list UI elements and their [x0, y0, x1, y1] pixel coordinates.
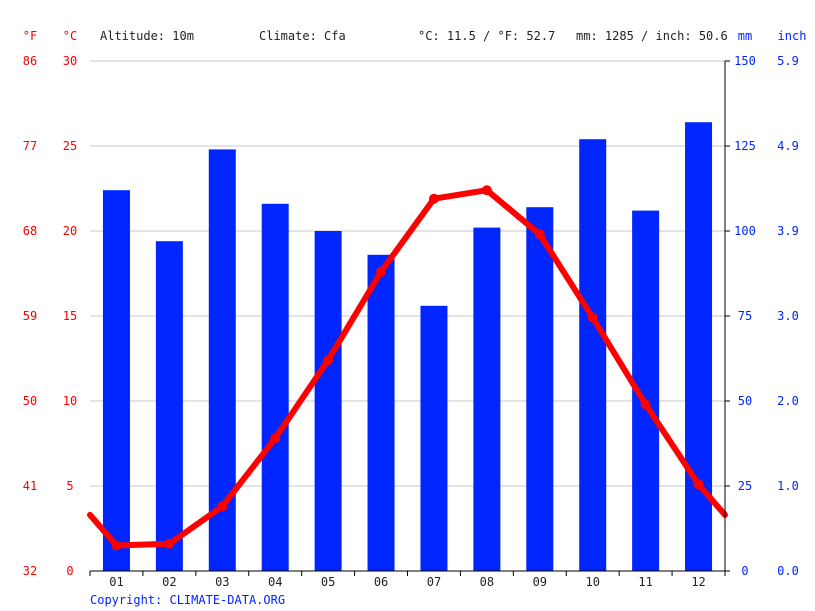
y-tick-label-inch: 2.0 — [777, 394, 799, 408]
grid-lines — [90, 60, 725, 487]
temperature-series-line — [87, 187, 728, 549]
x-tick-label: 11 — [638, 575, 652, 589]
y-tick-label-inch: 1.0 — [777, 479, 799, 493]
x-tick-label: 07 — [427, 575, 441, 589]
y-tick-label-c: 15 — [63, 309, 77, 323]
y-tick-label-inch: 4.9 — [777, 139, 799, 153]
precipitation-bar — [102, 190, 130, 571]
temperature-point — [376, 266, 387, 277]
temperature-point — [323, 355, 334, 366]
temperature-line — [87, 185, 728, 551]
precipitation-bar — [526, 207, 554, 571]
x-tick-label: 10 — [585, 575, 599, 589]
precipitation-bar — [261, 203, 289, 572]
y-tick-label-c: 25 — [63, 139, 77, 153]
precipitation-bar — [314, 231, 342, 571]
unit-c-label: °C — [63, 29, 77, 43]
x-tick-label: 03 — [215, 575, 229, 589]
x-tick-label: 09 — [533, 575, 547, 589]
tick-labels: 32 0 0 0.041 5 25 1.050 10 50 2.059 15 75 3.068 20 100… — [23, 54, 799, 589]
precipitation-bar — [579, 139, 607, 571]
temperature-point — [481, 185, 492, 196]
y-tick-label-f: 59 — [23, 309, 37, 323]
y-tick-label-c: 20 — [63, 224, 77, 238]
unit-f-label: °F — [23, 29, 37, 43]
y-tick-label-mm: 0 — [741, 564, 748, 578]
y-tick-label-f: 50 — [23, 394, 37, 408]
y-tick-label-mm: 50 — [738, 394, 752, 408]
y-tick-label-mm: 150 — [734, 54, 756, 68]
x-tick-label: 04 — [268, 575, 282, 589]
y-tick-label-inch: 3.0 — [777, 309, 799, 323]
y-tick-label-f: 41 — [23, 479, 37, 493]
x-tick-label: 01 — [109, 575, 123, 589]
y-tick-label-mm: 100 — [734, 224, 756, 238]
y-tick-label-c: 5 — [66, 479, 73, 493]
avg-temp-label: °C: 11.5 / °F: 52.7 — [418, 29, 555, 43]
climate-label: Climate: Cfa — [259, 29, 346, 43]
precipitation-bar — [420, 305, 448, 571]
x-tick-label: 08 — [480, 575, 494, 589]
y-tick-label-f: 32 — [23, 564, 37, 578]
x-tick-label: 06 — [374, 575, 388, 589]
y-tick-label-mm: 25 — [738, 479, 752, 493]
precipitation-bars — [102, 122, 713, 572]
y-tick-label-c: 0 — [66, 564, 73, 578]
y-tick-label-mm: 125 — [734, 139, 756, 153]
temperature-point — [164, 538, 175, 549]
precipitation-bar — [685, 122, 713, 571]
y-tick-label-inch: 0.0 — [777, 564, 799, 578]
temperature-point — [270, 433, 281, 444]
temperature-point — [640, 399, 651, 410]
unit-mm-label: mm — [738, 29, 752, 43]
precipitation-bar — [473, 227, 501, 571]
altitude-label: Altitude: 10m — [100, 29, 194, 43]
y-tick-label-f: 86 — [23, 54, 37, 68]
y-tick-label-f: 68 — [23, 224, 37, 238]
temperature-point — [428, 193, 439, 204]
temperature-point — [693, 479, 704, 490]
temperature-point — [111, 540, 122, 551]
y-tick-label-c: 10 — [63, 394, 77, 408]
x-tick-label: 02 — [162, 575, 176, 589]
y-tick-label-inch: 5.9 — [777, 54, 799, 68]
precipitation-bar — [155, 241, 183, 571]
axes — [89, 60, 730, 576]
temperature-point — [217, 501, 228, 512]
temperature-point — [534, 229, 545, 240]
temperature-point — [587, 312, 598, 323]
avg-precip-label: mm: 1285 / inch: 50.6 — [576, 29, 728, 43]
x-tick-label: 12 — [691, 575, 705, 589]
y-tick-label-c: 30 — [63, 54, 77, 68]
precipitation-bar — [208, 149, 236, 571]
unit-inch-label: inch — [778, 29, 807, 43]
y-tick-label-mm: 75 — [738, 309, 752, 323]
y-tick-label-inch: 3.9 — [777, 224, 799, 238]
y-tick-label-f: 77 — [23, 139, 37, 153]
x-tick-label: 05 — [321, 575, 335, 589]
copyright-link[interactable]: Copyright: CLIMATE-DATA.ORG — [90, 593, 285, 607]
precipitation-bar — [367, 254, 395, 572]
